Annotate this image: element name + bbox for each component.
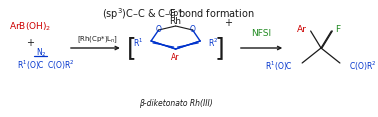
Text: Cp*: Cp*	[169, 9, 183, 18]
Text: Rh: Rh	[170, 16, 181, 26]
Text: (sp$^3$)C–C & C–F bond formation: (sp$^3$)C–C & C–F bond formation	[102, 6, 255, 22]
Text: NFSI: NFSI	[251, 29, 272, 38]
Text: +: +	[26, 38, 34, 48]
Text: C(O)R$^2$: C(O)R$^2$	[349, 59, 376, 73]
Text: N$_2$: N$_2$	[36, 47, 47, 59]
Text: C(O)R$^2$: C(O)R$^2$	[47, 58, 74, 72]
Text: R$^1$: R$^1$	[133, 37, 144, 49]
Text: R$^2$: R$^2$	[208, 37, 218, 49]
Text: Ar: Ar	[297, 24, 307, 33]
Text: R$^1$(O)C: R$^1$(O)C	[265, 59, 293, 73]
Text: F: F	[335, 24, 340, 33]
Text: β-diketonato Rh(III): β-diketonato Rh(III)	[139, 99, 212, 108]
Text: [Rh(Cp*)L$_n$]: [Rh(Cp*)L$_n$]	[77, 35, 118, 45]
Text: Ar: Ar	[171, 53, 180, 62]
Text: ArB(OH)$_2$: ArB(OH)$_2$	[9, 21, 51, 33]
Text: O: O	[190, 24, 195, 33]
Text: +: +	[223, 18, 232, 28]
Text: [: [	[127, 36, 137, 60]
Text: ]: ]	[214, 36, 224, 60]
Text: R$^1$(O)C: R$^1$(O)C	[17, 58, 45, 72]
Text: O: O	[156, 24, 161, 33]
